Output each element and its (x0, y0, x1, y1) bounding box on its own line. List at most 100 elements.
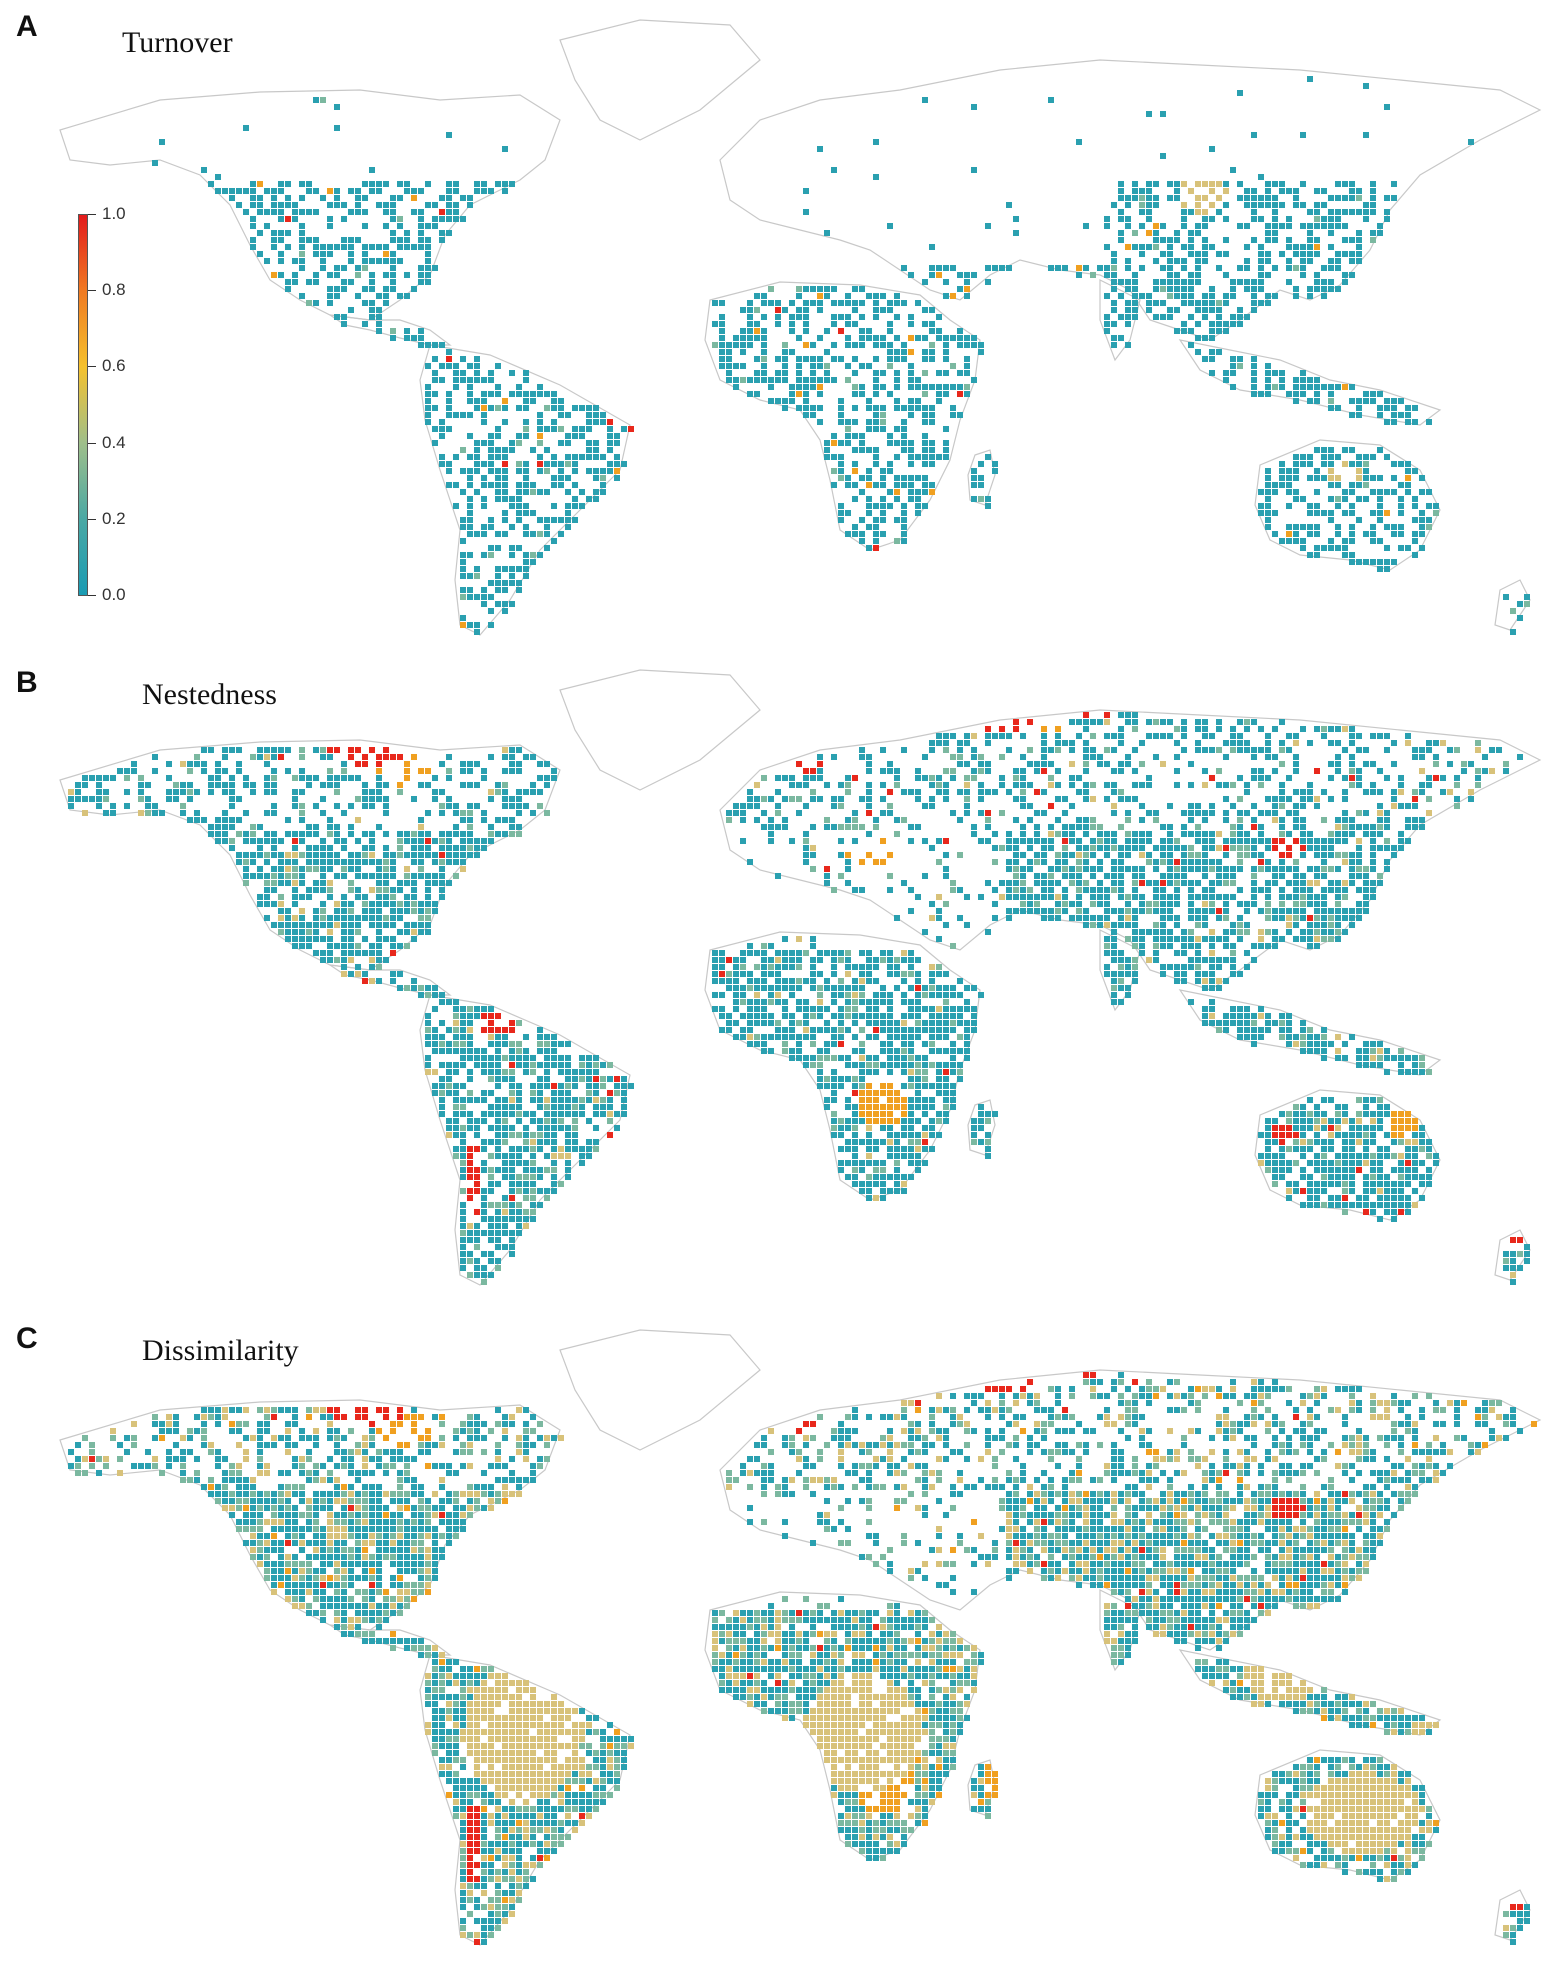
grid-cell (1363, 866, 1369, 872)
grid-cell (348, 307, 354, 313)
grid-cell (1027, 782, 1033, 788)
grid-cell (607, 1097, 613, 1103)
grid-cell (1237, 1027, 1243, 1033)
grid-cell (1335, 475, 1341, 481)
grid-cell (873, 139, 879, 145)
grid-cell (901, 440, 907, 446)
grid-cell (1209, 370, 1215, 376)
grid-cell (1405, 838, 1411, 844)
grid-cell (740, 363, 746, 369)
grid-cell (467, 377, 473, 383)
grid-cell (488, 1006, 494, 1012)
grid-cell (1321, 188, 1327, 194)
grid-cell (1188, 300, 1194, 306)
grid-cell (1377, 880, 1383, 886)
grid-cell (789, 964, 795, 970)
grid-cell (355, 838, 361, 844)
grid-cell (1097, 265, 1103, 271)
grid-cell (621, 1111, 627, 1117)
grid-cell (726, 978, 732, 984)
grid-cell (1398, 503, 1404, 509)
grid-cell (754, 978, 760, 984)
grid-cell (488, 440, 494, 446)
grid-cell (481, 188, 487, 194)
grid-cell (901, 1083, 907, 1089)
grid-cell (1188, 188, 1194, 194)
grid-cell (761, 943, 767, 949)
grid-cell (1258, 852, 1264, 858)
grid-cell (1342, 545, 1348, 551)
grid-cell (1335, 768, 1341, 774)
grid-cell (390, 258, 396, 264)
grid-cell (775, 810, 781, 816)
grid-cell (845, 300, 851, 306)
grid-cell (1188, 279, 1194, 285)
grid-cell (1307, 503, 1313, 509)
grid-cell (1125, 321, 1131, 327)
grid-cell (1132, 279, 1138, 285)
grid-cell (257, 251, 263, 257)
grid-cell (1195, 181, 1201, 187)
grid-cell (1083, 789, 1089, 795)
grid-cell (817, 335, 823, 341)
grid-cell (383, 866, 389, 872)
grid-cell (782, 1034, 788, 1040)
grid-cell (1321, 838, 1327, 844)
grid-cell (215, 831, 221, 837)
grid-cell (824, 447, 830, 453)
grid-cell (306, 775, 312, 781)
grid-cell (817, 971, 823, 977)
grid-cell (915, 971, 921, 977)
grid-cell (873, 1062, 879, 1068)
grid-cell (383, 251, 389, 257)
grid-cell (873, 461, 879, 467)
grid-cell (537, 1048, 543, 1054)
grid-cell (922, 384, 928, 390)
grid-cell (1328, 1097, 1334, 1103)
grid-cell (355, 761, 361, 767)
grid-cell (516, 761, 522, 767)
grid-cell (488, 796, 494, 802)
grid-cell (1230, 873, 1236, 879)
grid-cell (1090, 845, 1096, 851)
grid-cell (1244, 1020, 1250, 1026)
grid-cell (831, 482, 837, 488)
grid-cell (530, 1111, 536, 1117)
grid-cell (1405, 740, 1411, 746)
grid-cell (488, 1069, 494, 1075)
grid-cell (1293, 824, 1299, 830)
grid-cell (1251, 838, 1257, 844)
grid-cell (866, 496, 872, 502)
grid-cell (733, 1034, 739, 1040)
grid-cell (411, 873, 417, 879)
grid-cell (425, 782, 431, 788)
grid-cell (544, 1076, 550, 1082)
grid-cell (1279, 384, 1285, 390)
grid-cell (1055, 265, 1061, 271)
grid-cell (404, 922, 410, 928)
grid-cell (1412, 405, 1418, 411)
grid-cell (1419, 754, 1425, 760)
grid-cell (544, 468, 550, 474)
grid-cell (1342, 747, 1348, 753)
grid-cell (1307, 866, 1313, 872)
grid-cell (1314, 384, 1320, 390)
grid-cell (810, 377, 816, 383)
grid-cell (474, 370, 480, 376)
grid-cell (299, 929, 305, 935)
grid-cell (530, 1062, 536, 1068)
grid-cell (1202, 831, 1208, 837)
grid-cell (1363, 461, 1369, 467)
grid-cell (523, 1048, 529, 1054)
grid-cell (1055, 915, 1061, 921)
grid-cell (1335, 936, 1341, 942)
grid-cell (768, 1034, 774, 1040)
grid-cell (908, 789, 914, 795)
grid-cell (957, 1048, 963, 1054)
grid-cell (880, 510, 886, 516)
grid-cell (831, 377, 837, 383)
grid-cell (957, 412, 963, 418)
grid-cell (838, 412, 844, 418)
grid-cell (1321, 922, 1327, 928)
grid-cell (516, 489, 522, 495)
